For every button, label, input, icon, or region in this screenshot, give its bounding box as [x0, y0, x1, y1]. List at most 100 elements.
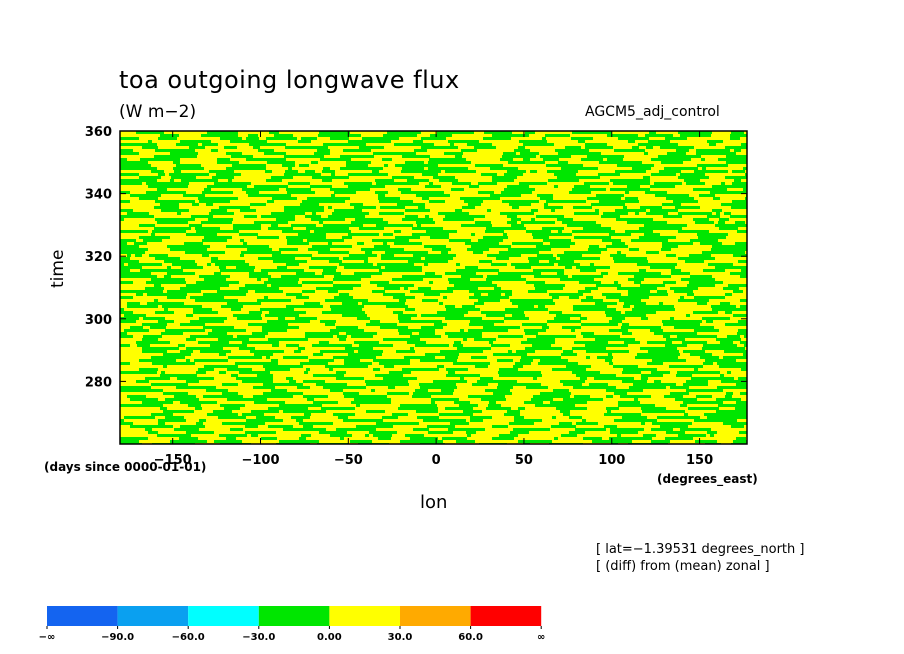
field-cell: [599, 161, 642, 164]
field-cell: [198, 341, 229, 344]
field-cell: [694, 419, 737, 422]
field-cell: [676, 149, 689, 152]
field-cell: [420, 359, 457, 362]
field-cell: [379, 212, 404, 215]
field-cell: [585, 344, 628, 347]
field-cell: [546, 200, 586, 203]
field-cell: [348, 173, 388, 176]
field-cell: [413, 392, 453, 395]
field-cell: [606, 296, 649, 299]
field-cell: [496, 257, 509, 260]
field-cell: [273, 260, 307, 263]
field-cell: [583, 437, 602, 440]
field-cell: [377, 284, 414, 287]
field-cell: [693, 218, 709, 221]
field-cell: [724, 212, 731, 215]
field-cell: [323, 269, 336, 272]
field-cell: [359, 344, 393, 347]
field-cell: [659, 170, 681, 173]
field-cell: [448, 140, 479, 143]
field-cell: [120, 422, 133, 425]
field-cell: [743, 353, 747, 356]
axes-layer: −150 −100 −50 0 50 100 150 280 300 320 340 360: [85, 125, 747, 468]
field-cell: [738, 260, 747, 263]
field-cell: [250, 350, 284, 353]
field-cell: [623, 206, 627, 209]
field-cell: [727, 335, 740, 338]
field-cell: [345, 347, 373, 350]
field-cell: [625, 230, 653, 233]
field-cell: [334, 296, 353, 299]
field-cell: [465, 266, 478, 269]
field-cell: [445, 215, 485, 218]
field-cell: [554, 317, 570, 320]
field-cell: [520, 359, 533, 362]
field-cell: [615, 170, 646, 173]
field-cell: [127, 254, 131, 257]
field-cell: [467, 248, 489, 251]
field-cell: [337, 335, 347, 338]
field-cell: [518, 305, 534, 308]
field-cell: [203, 293, 246, 296]
field-cell: [314, 152, 330, 155]
field-cell: [651, 158, 691, 161]
field-cell: [725, 146, 747, 149]
field-cell: [282, 164, 295, 167]
field-cell: [296, 296, 309, 299]
field-cell: [410, 437, 438, 440]
field-cell: [470, 416, 492, 419]
x-axis-units: (degrees_east): [657, 472, 758, 486]
field-cell: [467, 434, 471, 437]
field-cell: [231, 308, 241, 311]
field-cell: [395, 164, 438, 167]
field-cell: [628, 278, 644, 281]
field-cell: [222, 392, 238, 395]
field-cell: [518, 407, 525, 410]
field-cell: [601, 272, 608, 275]
field-cell: [580, 269, 596, 272]
field-cell: [556, 407, 587, 410]
field-cell: [698, 236, 726, 239]
field-cell: [670, 392, 689, 395]
field-cell: [445, 305, 455, 308]
field-cell: [514, 149, 530, 152]
field-cell: [498, 335, 523, 338]
field-cell: [566, 365, 591, 368]
field-cell: [240, 239, 244, 242]
field-cell: [265, 170, 272, 173]
field-cell: [269, 131, 279, 134]
field-cell: [560, 278, 594, 281]
field-cell: [233, 227, 261, 230]
field-cell: [291, 224, 316, 227]
field-cell: [287, 242, 309, 245]
field-cell: [167, 296, 186, 299]
field-cell: [475, 365, 488, 368]
field-cell: [455, 209, 462, 212]
field-cell: [382, 416, 398, 419]
field-cell: [481, 398, 506, 401]
field-cell: [139, 176, 161, 179]
field-cell: [648, 140, 670, 143]
field-cell: [707, 215, 720, 218]
field-cell: [605, 359, 612, 362]
field-cell: [136, 380, 149, 383]
field-cell: [650, 329, 663, 332]
field-cell: [433, 380, 467, 383]
field-cell: [711, 248, 747, 251]
field-cell: [303, 425, 313, 428]
field-cell: [493, 392, 512, 395]
x-tick-label: 150: [686, 453, 713, 468]
field-cell: [373, 152, 416, 155]
field-cell: [525, 131, 535, 134]
field-cell: [195, 227, 220, 230]
field-cell: [323, 386, 366, 389]
field-cell: [336, 428, 376, 431]
field-cell: [425, 215, 429, 218]
field-cell: [724, 350, 747, 353]
field-cell: [651, 173, 676, 176]
field-cell: [613, 182, 650, 185]
field-cell: [581, 158, 603, 161]
field-cell: [603, 212, 628, 215]
field-cell: [401, 191, 444, 194]
field-cell: [366, 383, 409, 386]
